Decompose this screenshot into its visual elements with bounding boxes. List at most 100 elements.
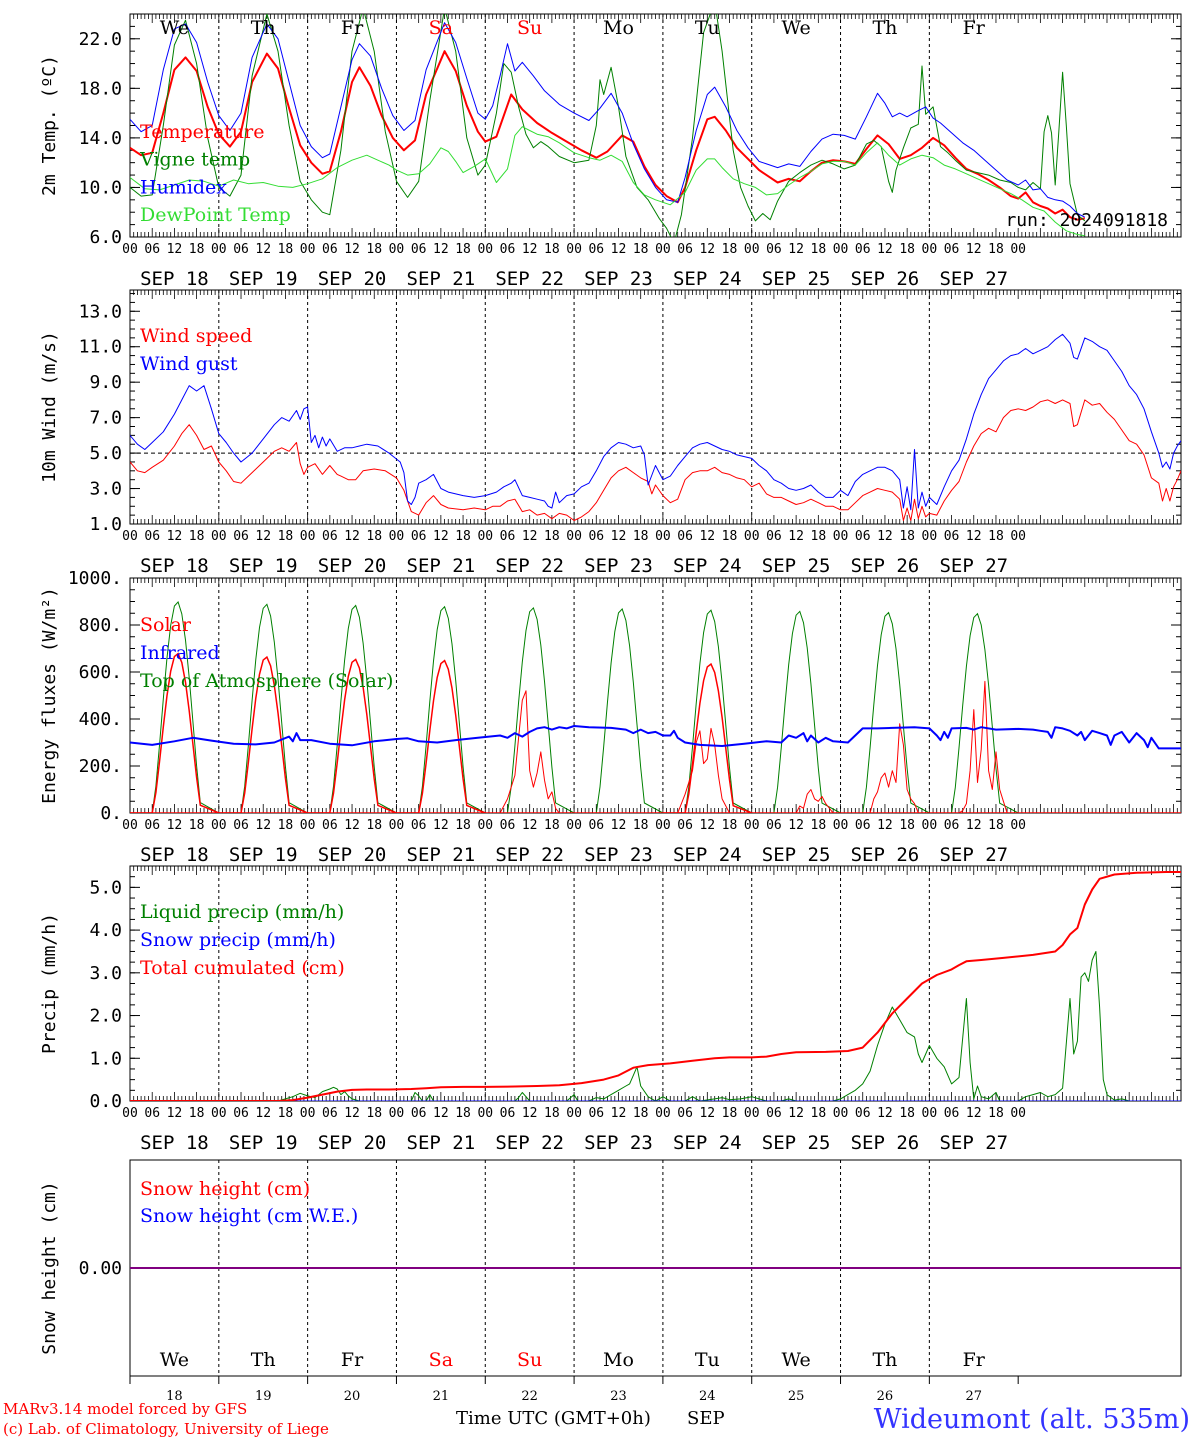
- hour-tick-label: 00: [566, 529, 582, 544]
- hour-tick-label: 12: [344, 529, 360, 544]
- date-label: SEP 24: [673, 844, 742, 866]
- weekday-label: Fr: [963, 17, 986, 39]
- legend-entry: DewPoint Temp: [140, 204, 291, 226]
- weekday-label: Sa: [429, 1349, 453, 1371]
- y-tick-label: 14.0: [79, 128, 122, 149]
- hour-tick-label: 00: [300, 529, 316, 544]
- hour-tick-label: 00: [122, 242, 138, 257]
- hour-tick-label: 18: [722, 242, 738, 257]
- hour-tick-label: 00: [477, 1106, 493, 1121]
- hour-tick-label: 18: [811, 242, 827, 257]
- hour-tick-label: 00: [1010, 242, 1026, 257]
- hour-tick-label: 06: [588, 529, 604, 544]
- hour-tick-label: 00: [922, 1106, 938, 1121]
- hour-tick-label: 18: [988, 1106, 1004, 1121]
- hour-tick-label: 06: [500, 818, 516, 833]
- legend-entry: Vigne temp: [139, 149, 250, 171]
- hour-tick-label: 18: [278, 1106, 294, 1121]
- hour-tick-label: 00: [211, 1106, 227, 1121]
- hour-tick-label: 06: [588, 1106, 604, 1121]
- y-axis-label: Precip (mm/h): [39, 913, 60, 1054]
- hour-tick-label: 12: [966, 818, 982, 833]
- y-tick-label: 3.0: [89, 963, 122, 984]
- weekday-label: Tu: [695, 1349, 720, 1371]
- hour-tick-label: 00: [389, 242, 405, 257]
- hour-tick-label: 12: [788, 529, 804, 544]
- station-title: Wideumont (alt. 535m): [874, 1404, 1190, 1435]
- hour-tick-label: 12: [966, 1106, 982, 1121]
- hour-tick-label: 12: [167, 818, 183, 833]
- hour-tick-label: 18: [544, 242, 560, 257]
- y-tick-label: 0.00: [79, 1258, 122, 1279]
- hour-tick-label: 06: [233, 242, 249, 257]
- weekday-label: We: [782, 1349, 811, 1371]
- legend-entry: Snow height (cm W.E.): [140, 1205, 358, 1227]
- date-label: SEP 24: [673, 1132, 742, 1154]
- day-number-label: 23: [610, 1389, 627, 1404]
- footer-lab-credit: (c) Lab. of Climatology, University of L…: [3, 1420, 329, 1438]
- hour-tick-label: 00: [477, 242, 493, 257]
- hour-tick-label: 06: [944, 529, 960, 544]
- y-tick-label: 1.0: [89, 1048, 122, 1069]
- date-label: SEP 26: [851, 268, 920, 290]
- hour-tick-label: 06: [144, 1106, 160, 1121]
- y-tick-label: 22.0: [79, 29, 122, 50]
- y-tick-label: 6.0: [89, 227, 122, 248]
- hour-tick-label: 12: [966, 529, 982, 544]
- weekday-label: Th: [872, 1349, 897, 1371]
- legend-entry: Wind gust: [140, 353, 238, 375]
- date-label: SEP 23: [584, 1132, 653, 1154]
- hour-tick-label: 12: [699, 529, 715, 544]
- date-label: SEP 20: [318, 555, 387, 577]
- series-line-dewpoint-temp: [130, 126, 1085, 237]
- hour-tick-label: 18: [988, 818, 1004, 833]
- date-label: SEP 20: [318, 844, 387, 866]
- panel-energy: 0. 200. 400. 600. 800. 1000. Energy fluxes (W/…: [39, 568, 1182, 866]
- date-label: SEP 26: [851, 1132, 920, 1154]
- hour-tick-label: 06: [411, 1106, 427, 1121]
- date-label: SEP 18: [140, 268, 209, 290]
- y-tick-label: 7.0: [89, 408, 122, 429]
- date-label: SEP 21: [407, 268, 476, 290]
- hour-tick-label: 00: [389, 529, 405, 544]
- hour-tick-label: 06: [677, 529, 693, 544]
- date-label: SEP 20: [318, 268, 387, 290]
- hour-tick-label: 00: [1010, 529, 1026, 544]
- weekday-label: Su: [517, 17, 542, 39]
- hour-tick-label: 00: [300, 818, 316, 833]
- y-tick-label: 5.0: [89, 443, 122, 464]
- weekday-label: We: [160, 17, 189, 39]
- day-number-label: 25: [788, 1389, 805, 1404]
- hour-tick-label: 12: [611, 529, 627, 544]
- hour-tick-label: 00: [122, 529, 138, 544]
- hour-tick-label: 00: [389, 1106, 405, 1121]
- weekday-label: Th: [251, 17, 276, 39]
- series-line-temperature: [130, 50, 1085, 221]
- hour-tick-label: 12: [877, 1106, 893, 1121]
- date-label: SEP 19: [229, 1132, 298, 1154]
- hour-tick-label: 18: [366, 529, 382, 544]
- series-line-solar-day: [218, 655, 308, 813]
- weekday-label: Fr: [963, 1349, 986, 1371]
- hour-tick-label: 12: [433, 818, 449, 833]
- y-tick-label: 13.0: [79, 301, 122, 322]
- hour-tick-label: 00: [1010, 1106, 1026, 1121]
- hour-tick-label: 12: [877, 529, 893, 544]
- date-label: SEP 21: [407, 844, 476, 866]
- hour-tick-label: 06: [322, 242, 338, 257]
- date-label: SEP 23: [584, 268, 653, 290]
- hour-tick-label: 00: [122, 1106, 138, 1121]
- hour-tick-label: 06: [144, 242, 160, 257]
- hour-tick-label: 06: [500, 1106, 516, 1121]
- hour-tick-label: 18: [544, 818, 560, 833]
- hour-tick-label: 18: [278, 529, 294, 544]
- hour-tick-label: 00: [477, 529, 493, 544]
- hour-tick-label: 06: [766, 242, 782, 257]
- hour-tick-label: 12: [255, 529, 271, 544]
- hour-tick-label: 18: [366, 1106, 382, 1121]
- hour-tick-label: 12: [433, 1106, 449, 1121]
- hour-tick-label: 12: [611, 818, 627, 833]
- hour-tick-label: 00: [922, 818, 938, 833]
- panel-precip: 0.0 1.0 2.0 3.0 4.0 5.0 Precip (mm/h) Liquid pr…: [39, 865, 1182, 1154]
- hour-tick-label: 18: [988, 529, 1004, 544]
